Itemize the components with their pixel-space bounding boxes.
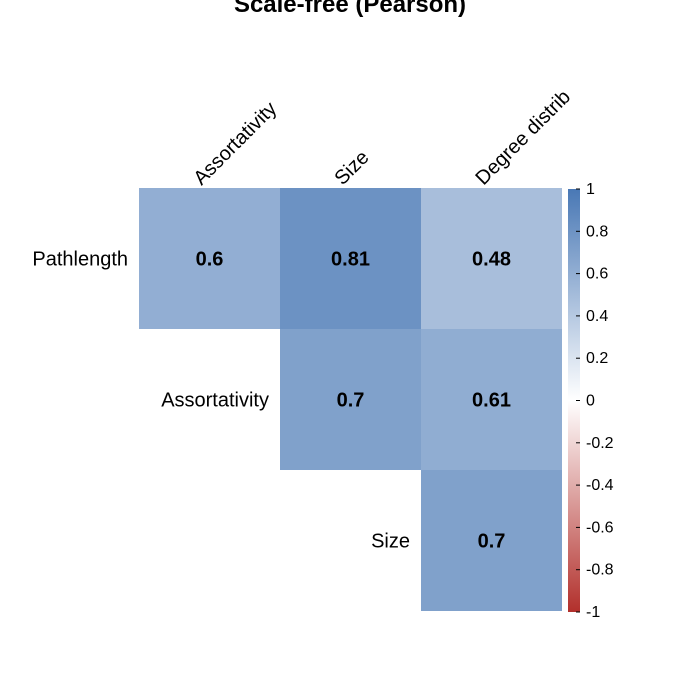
chart-title: Scale-free (Pearson) bbox=[234, 0, 466, 18]
heatmap-cell-pathlength-assortativity bbox=[139, 188, 280, 329]
legend-tick-label: 0.8 bbox=[586, 223, 608, 240]
heatmap-cell-pathlength-size bbox=[280, 188, 421, 329]
color-legend-bar bbox=[568, 189, 580, 612]
heatmap-cell-assortativity-size bbox=[280, 329, 421, 470]
row-label-assortativity: Assortativity bbox=[161, 390, 269, 412]
legend-tick-label: 0.6 bbox=[586, 266, 608, 283]
legend-tick-label: 0.2 bbox=[586, 350, 608, 367]
cell-value-label: 0.48 bbox=[472, 249, 511, 271]
column-label-size: Size bbox=[330, 146, 373, 189]
cell-value-label: 0.6 bbox=[196, 249, 224, 271]
row-label-size: Size bbox=[371, 531, 410, 553]
cell-value-label: 0.7 bbox=[478, 531, 506, 553]
cell-value-label: 0.81 bbox=[331, 249, 370, 271]
legend-tick-label: 0.4 bbox=[586, 308, 608, 325]
legend-tick-label: 0 bbox=[586, 393, 595, 410]
heatmap-cell-pathlength-degree-distrib bbox=[421, 188, 562, 329]
legend-tick-label: -0.6 bbox=[586, 519, 614, 536]
column-labels: Assortativity Size Degree distrib bbox=[189, 86, 575, 190]
row-label-pathlength: Pathlength bbox=[32, 249, 128, 271]
heatmap-cell-assortativity-degree-distrib bbox=[421, 329, 562, 470]
color-legend: 1 0.8 0.6 0.4 0.2 0 -0.2 -0.4 -0.6 -0.8 -1 bbox=[568, 181, 614, 621]
cell-value-label: 0.7 bbox=[337, 390, 365, 412]
row-labels: Pathlength Assortativity Size bbox=[32, 249, 410, 553]
heatmap-cells: 0.6 0.81 0.48 0.7 0.61 0.7 bbox=[139, 188, 562, 611]
column-label-degree-distrib: Degree distrib bbox=[471, 86, 575, 190]
heatmap-cell-size-degree-distrib bbox=[421, 470, 562, 611]
legend-tick-label: -0.8 bbox=[586, 562, 614, 579]
legend-tick-label: 1 bbox=[586, 181, 595, 198]
legend-tick-label: -0.4 bbox=[586, 477, 614, 494]
cell-value-label: 0.61 bbox=[472, 390, 511, 412]
legend-tick-label: -1 bbox=[586, 604, 600, 621]
column-label-assortativity: Assortativity bbox=[189, 98, 281, 190]
legend-tick-label: -0.2 bbox=[586, 435, 614, 452]
